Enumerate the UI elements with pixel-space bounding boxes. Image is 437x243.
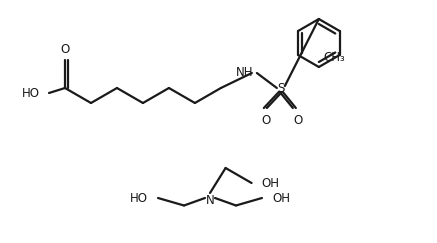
Text: O: O (60, 43, 69, 56)
Text: NH: NH (236, 66, 253, 78)
Text: OH: OH (272, 191, 290, 205)
Text: O: O (261, 114, 271, 127)
Text: HO: HO (130, 191, 148, 205)
Text: HO: HO (22, 87, 40, 99)
Text: CH₃: CH₃ (324, 51, 346, 64)
Text: N: N (206, 193, 215, 207)
Text: S: S (277, 81, 284, 95)
Text: OH: OH (262, 176, 280, 190)
Text: O: O (293, 114, 302, 127)
